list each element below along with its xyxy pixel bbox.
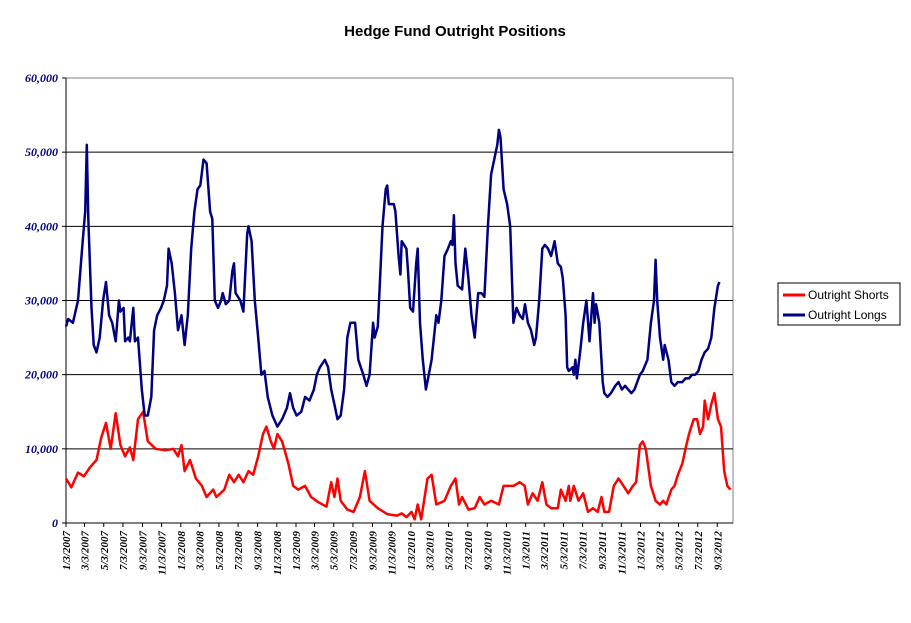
x-tick-label: 9/3/2012 bbox=[712, 531, 724, 571]
x-tick-label: 1/3/2011 bbox=[521, 531, 533, 570]
x-tick-label: 9/3/2009 bbox=[367, 531, 379, 571]
y-tick-label: 0 bbox=[52, 516, 58, 530]
x-tick-label: 11/3/2008 bbox=[272, 531, 284, 576]
x-tick-label: 5/3/2011 bbox=[558, 531, 570, 570]
x-tick-label: 9/3/2011 bbox=[597, 531, 609, 570]
x-tick-label: 7/3/2007 bbox=[118, 531, 130, 571]
x-tick-label: 11/3/2011 bbox=[616, 531, 628, 574]
y-tick-label: 50,000 bbox=[25, 145, 58, 159]
x-tick-label: 1/3/2007 bbox=[61, 531, 73, 571]
x-tick-label: 7/3/2012 bbox=[693, 531, 705, 571]
chart-title: Hedge Fund Outright Positions bbox=[344, 23, 566, 40]
x-tick-label: 7/3/2009 bbox=[348, 531, 360, 571]
x-tick-label: 7/3/2010 bbox=[463, 531, 475, 571]
x-tick-label: 3/3/2012 bbox=[654, 531, 666, 572]
x-tick-label: 3/3/2009 bbox=[310, 531, 322, 572]
x-tick-label: 9/3/2010 bbox=[482, 531, 494, 571]
legend-label-shorts: Outright Shorts bbox=[808, 288, 889, 302]
x-tick-label: 9/3/2007 bbox=[137, 531, 149, 571]
x-tick-label: 5/3/2012 bbox=[674, 531, 686, 571]
x-tick-label: 5/3/2010 bbox=[444, 531, 456, 571]
y-tick-label: 40,000 bbox=[24, 219, 58, 233]
legend-box bbox=[777, 282, 901, 326]
y-axis: 0 10,000 20,000 30,000 40,000 50,000 60,000 bbox=[24, 71, 733, 530]
x-tick-label: 5/3/2009 bbox=[329, 531, 341, 571]
x-tick-label: 7/3/2011 bbox=[578, 531, 590, 570]
x-tick-label: 5/3/2007 bbox=[99, 531, 111, 571]
x-tick-label: 11/3/2007 bbox=[157, 531, 169, 576]
x-tick-label: 1/3/2009 bbox=[291, 531, 303, 571]
x-axis: 1/3/2007 3/3/2007 5/3/2007 7/3/2007 9/3/2007… bbox=[61, 523, 724, 575]
legend-label-longs: Outright Longs bbox=[808, 308, 887, 322]
y-tick-label: 10,000 bbox=[25, 442, 58, 456]
y-tick-label: 30,000 bbox=[24, 294, 58, 308]
x-tick-label: 1/3/2008 bbox=[176, 531, 188, 571]
x-tick-label: 3/3/2010 bbox=[424, 531, 436, 572]
x-tick-label: 1/3/2010 bbox=[406, 531, 418, 571]
series-line-outright-longs bbox=[64, 128, 721, 428]
gridlines bbox=[66, 151, 733, 450]
x-tick-label: 1/3/2012 bbox=[636, 531, 648, 571]
legend: Outright Shorts Outright Longs bbox=[777, 282, 901, 326]
y-tick-label: 20,000 bbox=[24, 368, 58, 382]
x-tick-label: 11/3/2010 bbox=[501, 531, 513, 576]
x-tick-label: 5/3/2008 bbox=[214, 531, 226, 571]
series-lines bbox=[64, 128, 732, 521]
x-tick-label: 9/3/2008 bbox=[253, 531, 265, 571]
y-tick-label: 60,000 bbox=[25, 71, 58, 85]
x-tick-label: 11/3/2009 bbox=[387, 531, 399, 576]
x-tick-label: 3/3/2008 bbox=[195, 531, 207, 572]
x-tick-label: 3/3/2007 bbox=[80, 531, 92, 572]
x-tick-label: 7/3/2008 bbox=[233, 531, 245, 571]
x-tick-label: 3/3/2011 bbox=[539, 531, 551, 571]
series-line-outright-shorts bbox=[64, 391, 732, 521]
